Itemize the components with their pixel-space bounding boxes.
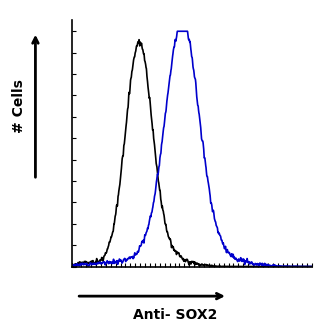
Text: # Cells: # Cells bbox=[12, 79, 26, 133]
Text: Anti- SOX2: Anti- SOX2 bbox=[133, 308, 217, 322]
